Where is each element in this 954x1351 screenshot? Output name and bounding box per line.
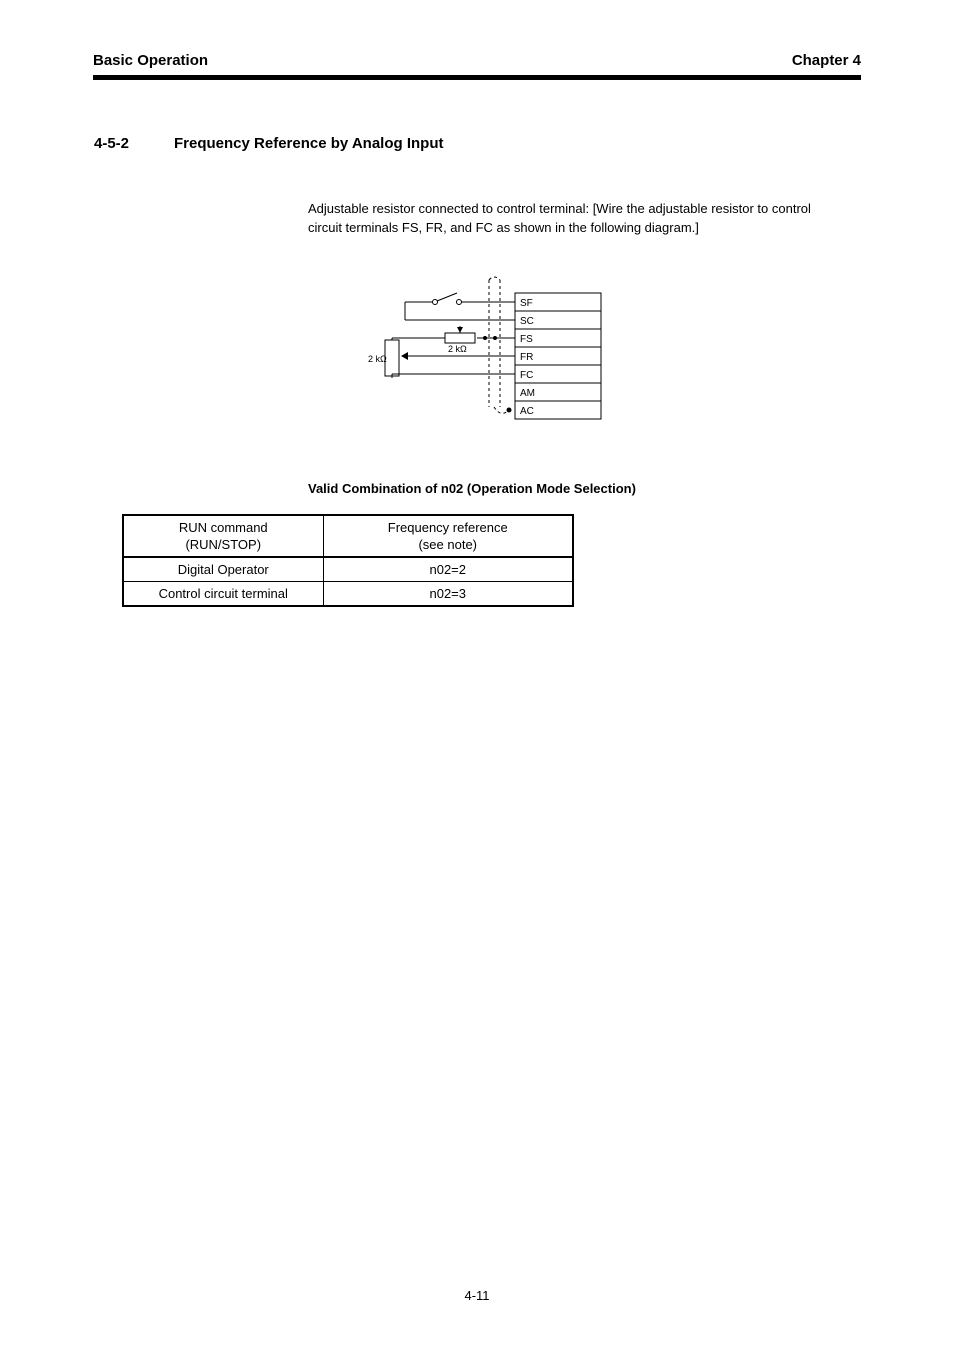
table-header-row-1: RUN command Frequency reference — [123, 515, 573, 537]
shield-dashed — [489, 277, 500, 407]
table-row: Digital Operator n02=2 — [123, 557, 573, 582]
terminal-fc: FC — [520, 370, 533, 381]
cell-r0c0: Digital Operator — [123, 557, 323, 582]
combo-heading: Valid Combination of n02 (Operation Mode… — [308, 480, 862, 499]
terminal-am: AM — [520, 388, 535, 399]
para-line-2: circuit terminals FS, FR, and FC as show… — [308, 219, 862, 238]
circuit-svg: SF SC FS FR FC AM AC — [345, 268, 611, 438]
table-header-row-2: (RUN/STOP) (see note) — [123, 537, 573, 557]
terminal-sf: SF — [520, 298, 533, 309]
dot-fs — [493, 336, 497, 340]
cell-r1c1: n02=3 — [323, 582, 573, 607]
main-pot: 2 kΩ — [368, 338, 515, 378]
table-row: Control circuit terminal n02=3 — [123, 582, 573, 607]
shield-ground-dot — [507, 408, 512, 413]
combo-table: RUN command Frequency reference (RUN/STO… — [122, 514, 574, 607]
cell-r0c1: n02=2 — [323, 557, 573, 582]
sub-heading-title: Frequency Reference by Analog Input — [174, 135, 444, 152]
intro-paragraph: Adjustable resistor connected to control… — [308, 200, 862, 238]
terminal-sc: SC — [520, 316, 534, 327]
sub-heading: 4-5-2 Frequency Reference by Analog Inpu… — [94, 135, 444, 152]
para-line-1: Adjustable resistor connected to control… — [308, 200, 862, 219]
header-rule — [93, 75, 861, 80]
page-number: 4-11 — [0, 1288, 954, 1303]
combo-heading-wrap: Valid Combination of n02 (Operation Mode… — [308, 480, 862, 499]
res-main-label: 2 kΩ — [368, 354, 387, 364]
combo-table-wrap: RUN command Frequency reference (RUN/STO… — [122, 514, 574, 607]
terminal-ac: AC — [520, 406, 534, 417]
circuit-diagram: SF SC FS FR FC AM AC — [345, 268, 611, 438]
th-run-bot: (RUN/STOP) — [123, 537, 323, 557]
th-freq-bot: (see note) — [323, 537, 573, 557]
terminal-fs: FS — [520, 334, 533, 345]
th-freq-top: Frequency reference — [323, 515, 573, 537]
th-run-top: RUN command — [123, 515, 323, 537]
chapter-title: Chapter 4 — [792, 52, 861, 69]
terminal-labels: SF SC FS FR FC AM AC — [520, 298, 535, 417]
cell-r1c0: Control circuit terminal — [123, 582, 323, 607]
sub-heading-number: 4-5-2 — [94, 135, 156, 152]
res-top-label: 2 kΩ — [448, 344, 467, 354]
fs-branch: 2 kΩ — [392, 326, 515, 354]
page-header: Basic Operation Chapter 4 — [93, 52, 861, 80]
header-row: Basic Operation Chapter 4 — [93, 52, 861, 69]
terminal-fr: FR — [520, 352, 533, 363]
sf-branch — [405, 293, 515, 320]
fc-branch — [392, 374, 515, 378]
section-title: Basic Operation — [93, 52, 208, 69]
